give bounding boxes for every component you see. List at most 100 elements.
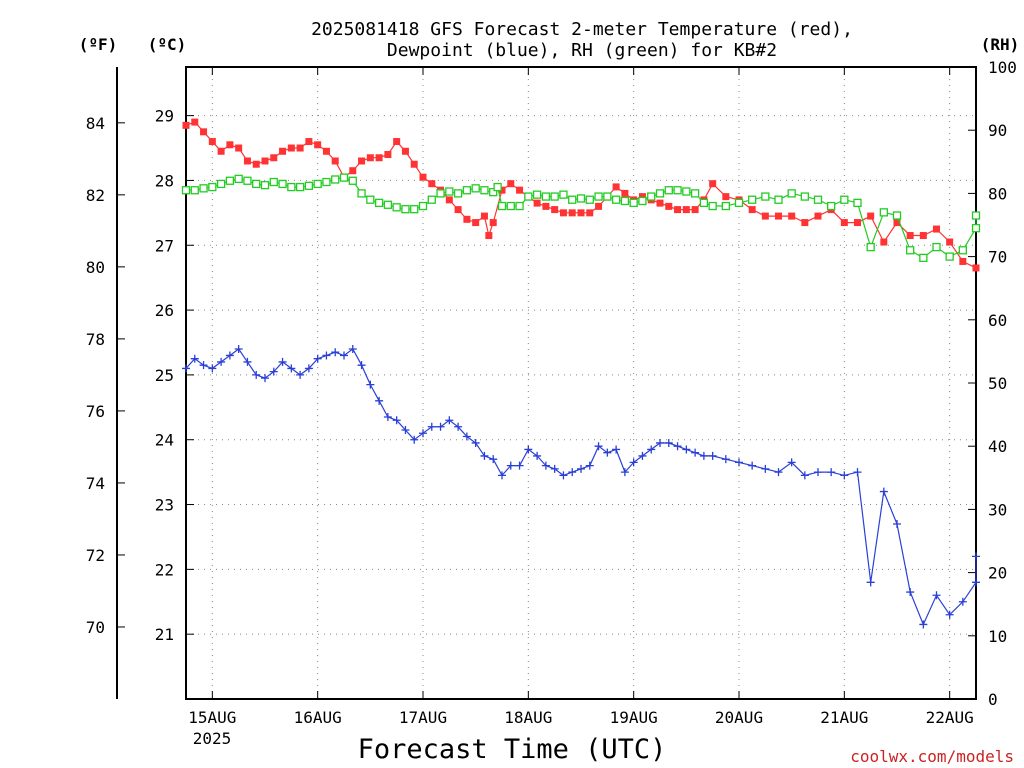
rh-point bbox=[401, 205, 410, 214]
x-tick-label: 21AUG bbox=[820, 708, 868, 727]
celsius-tick-label: 24 bbox=[155, 431, 174, 450]
temperature-point bbox=[516, 186, 524, 194]
dewpoint-point bbox=[524, 445, 533, 454]
temperature-point bbox=[322, 147, 330, 155]
rh-point bbox=[611, 195, 621, 204]
rh-point bbox=[295, 182, 305, 192]
temperature-point bbox=[906, 232, 914, 240]
rh-unit-label: (RH) bbox=[981, 35, 1020, 54]
temperature-point bbox=[946, 238, 954, 246]
celsius-tick-label: 23 bbox=[155, 496, 174, 515]
rh-tick-label: 60 bbox=[988, 311, 1007, 330]
rh-point bbox=[664, 186, 673, 195]
temperature-point bbox=[287, 144, 295, 152]
rh-point bbox=[190, 186, 199, 195]
temperature-point bbox=[200, 128, 208, 136]
temperature-point bbox=[472, 219, 480, 227]
dewpoint-point bbox=[814, 468, 822, 477]
dewpoint-point bbox=[427, 422, 436, 431]
dewpoint-point bbox=[375, 396, 384, 405]
rh-point bbox=[532, 190, 542, 199]
temperature-point bbox=[226, 141, 234, 149]
fahrenheit-tick-label: 70 bbox=[86, 618, 105, 637]
celsius-tick-label: 28 bbox=[155, 171, 174, 190]
temperature-point bbox=[393, 138, 401, 146]
temperature-point bbox=[665, 202, 673, 210]
dewpoint-point bbox=[454, 422, 463, 431]
dewpoint-point bbox=[656, 438, 664, 447]
dewpoint-point bbox=[541, 461, 550, 470]
rh-point bbox=[493, 182, 502, 192]
rh-point bbox=[971, 224, 981, 233]
temperature-point bbox=[761, 212, 769, 220]
temperature-point bbox=[485, 232, 493, 240]
fahrenheit-tick-label: 72 bbox=[86, 546, 105, 565]
year-label: 2025 bbox=[193, 729, 232, 748]
dewpoint-point bbox=[208, 364, 217, 373]
rh-point bbox=[471, 184, 480, 193]
temperature-point bbox=[349, 167, 357, 175]
dewpoint-point bbox=[410, 435, 419, 444]
fahrenheit-tick-label: 74 bbox=[86, 474, 105, 493]
temperature-point bbox=[656, 199, 664, 207]
temperature-point bbox=[919, 232, 927, 240]
temperature-point bbox=[595, 202, 603, 210]
rh-point bbox=[708, 201, 717, 211]
rh-tick-label: 40 bbox=[988, 437, 1007, 456]
rh-point bbox=[647, 192, 656, 201]
temperature-point bbox=[208, 138, 216, 146]
rh-point bbox=[216, 179, 226, 189]
rh-point bbox=[181, 186, 191, 195]
dewpoint-point bbox=[383, 413, 392, 422]
dewpoint-point bbox=[366, 380, 375, 389]
rh-tick-label: 10 bbox=[988, 627, 1007, 646]
rh-point bbox=[199, 184, 208, 193]
temperature-point bbox=[261, 157, 269, 165]
temperature-point bbox=[270, 154, 278, 162]
tick-labels: 15AUG 16AUG 17AUG 18AUG 19AUG 20AUG 21AUG 22AUG… bbox=[86, 58, 1017, 727]
rh-point bbox=[559, 190, 568, 199]
rh-point bbox=[410, 205, 419, 214]
dewpoint-point bbox=[827, 468, 836, 477]
rh-point bbox=[489, 187, 498, 197]
rh-point bbox=[322, 177, 331, 187]
watermark: coolwx.com/models bbox=[850, 747, 1014, 766]
dewpoint-point bbox=[182, 364, 190, 373]
dewpoint-point bbox=[234, 344, 243, 353]
rh-point bbox=[462, 186, 472, 195]
dewpoint-point bbox=[682, 445, 691, 454]
dewpoint-point bbox=[190, 354, 199, 363]
rh-point bbox=[761, 192, 770, 201]
rh-point bbox=[331, 175, 340, 184]
dewpoint-point bbox=[568, 468, 577, 477]
x-tick-label: 20AUG bbox=[715, 708, 763, 727]
dewpoint-point bbox=[620, 468, 629, 477]
temperature-point bbox=[243, 157, 251, 165]
temperature-point bbox=[709, 180, 717, 188]
x-tick-label: 17AUG bbox=[399, 708, 447, 727]
dewpoint-point bbox=[906, 588, 915, 597]
fahrenheit-tick-label: 82 bbox=[86, 186, 105, 205]
dewpoint-point bbox=[252, 370, 261, 379]
dewpoint-point bbox=[972, 578, 980, 587]
rh-point bbox=[313, 179, 322, 189]
temperature-point bbox=[314, 141, 322, 149]
celsius-tick-label: 25 bbox=[155, 366, 174, 385]
temperature-point bbox=[217, 147, 225, 155]
dewpoint-point bbox=[699, 451, 708, 460]
rh-point bbox=[524, 192, 533, 201]
dewpoint-point bbox=[313, 354, 322, 363]
dewpoint-point bbox=[735, 458, 743, 467]
dewpoint-point bbox=[331, 348, 340, 357]
series bbox=[181, 118, 981, 629]
dewpoint-point bbox=[664, 438, 673, 447]
rh-point bbox=[853, 198, 862, 208]
fahrenheit-tick-label: 76 bbox=[86, 402, 105, 421]
rh-point bbox=[506, 201, 515, 211]
rh-point bbox=[813, 195, 823, 204]
temperature-point bbox=[682, 206, 690, 214]
dewpoint-point bbox=[296, 370, 305, 379]
rh-point bbox=[945, 252, 954, 261]
dewpoint-point bbox=[419, 429, 427, 438]
